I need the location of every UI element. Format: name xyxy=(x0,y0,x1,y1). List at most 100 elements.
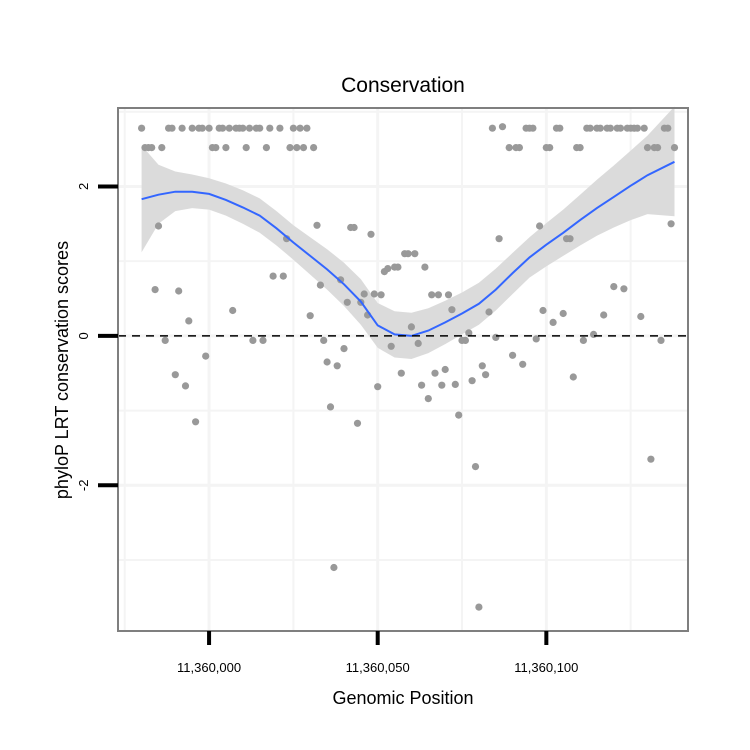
data-point xyxy=(529,124,537,132)
data-point xyxy=(475,603,483,611)
data-point xyxy=(249,336,257,344)
data-point xyxy=(360,290,368,298)
data-point xyxy=(482,371,490,379)
data-point xyxy=(316,281,324,289)
data-point xyxy=(353,419,362,427)
x-tick-label: 11,360,000 xyxy=(177,660,241,675)
data-point xyxy=(330,563,338,572)
data-point xyxy=(320,336,328,344)
data-point xyxy=(448,306,456,314)
data-point xyxy=(198,124,206,132)
data-point xyxy=(519,360,527,368)
data-point xyxy=(293,144,301,152)
data-point xyxy=(556,124,564,132)
data-point xyxy=(471,463,480,471)
data-point xyxy=(428,291,436,299)
data-point xyxy=(431,369,439,377)
data-point xyxy=(333,362,341,370)
data-point xyxy=(616,124,625,132)
data-point xyxy=(239,124,247,132)
data-point xyxy=(205,124,213,132)
data-point xyxy=(643,144,652,152)
data-point xyxy=(637,312,645,321)
data-point xyxy=(303,124,311,132)
data-point xyxy=(421,263,429,271)
data-point xyxy=(418,381,426,389)
data-point xyxy=(670,144,679,152)
data-point xyxy=(495,235,503,243)
confidence-band-area xyxy=(141,106,675,359)
data-point xyxy=(310,144,318,152)
data-point xyxy=(171,371,179,379)
data-point xyxy=(266,124,274,132)
data-point xyxy=(394,263,402,271)
x-axis-label: Genomic Position xyxy=(332,688,473,708)
data-point xyxy=(178,124,186,132)
data-point xyxy=(600,311,608,319)
data-point xyxy=(276,124,284,132)
data-point xyxy=(168,124,176,132)
x-axis: 11,360,000 11,360,050 11,360,100 xyxy=(177,631,578,675)
data-point xyxy=(434,291,442,299)
data-point xyxy=(640,124,648,132)
data-point xyxy=(222,144,230,152)
data-point xyxy=(377,291,385,299)
data-point xyxy=(492,333,500,341)
data-point xyxy=(350,223,358,232)
chart-title: Conservation xyxy=(341,74,465,97)
data-point xyxy=(508,351,517,359)
data-point xyxy=(654,144,662,152)
data-point xyxy=(505,144,513,152)
data-point xyxy=(414,339,422,347)
data-point xyxy=(461,336,469,344)
data-point xyxy=(289,124,297,132)
data-point xyxy=(192,418,200,426)
data-point xyxy=(138,124,146,132)
data-point xyxy=(438,381,446,389)
x-tick-label: 11,360,100 xyxy=(514,660,578,675)
data-point xyxy=(343,298,351,306)
data-point xyxy=(596,124,604,132)
data-point xyxy=(539,306,547,315)
y-tick-label: 0 xyxy=(76,332,91,339)
data-point xyxy=(549,318,557,326)
data-point xyxy=(664,124,672,132)
data-point xyxy=(323,358,331,366)
data-point xyxy=(202,352,210,360)
data-point xyxy=(532,335,540,343)
data-point xyxy=(559,309,567,318)
data-point xyxy=(283,235,291,243)
data-point xyxy=(374,383,382,391)
data-point xyxy=(441,365,449,374)
data-point xyxy=(340,345,348,353)
data-point xyxy=(633,124,642,132)
panel-border xyxy=(117,107,689,632)
data-point xyxy=(667,220,675,228)
data-point xyxy=(161,336,169,344)
data-point xyxy=(424,395,432,403)
data-point xyxy=(181,382,190,390)
data-point xyxy=(370,290,378,298)
data-point xyxy=(451,380,459,388)
data-point xyxy=(407,323,415,331)
data-point xyxy=(154,222,163,230)
data-point xyxy=(576,144,584,152)
data-point xyxy=(326,403,335,411)
data-points xyxy=(138,123,679,611)
data-point xyxy=(262,144,270,152)
data-point xyxy=(259,336,267,344)
data-point xyxy=(245,124,254,132)
data-point xyxy=(367,230,375,238)
data-point xyxy=(225,124,233,132)
data-point xyxy=(488,124,496,132)
y-tick-label: 2 xyxy=(76,183,91,190)
data-point xyxy=(620,285,628,293)
y-axis: 2 0 -2 xyxy=(76,183,118,491)
data-point xyxy=(279,272,287,280)
data-point xyxy=(229,306,237,315)
data-point xyxy=(404,250,412,258)
data-point xyxy=(411,250,419,258)
data-point xyxy=(478,362,486,370)
data-point xyxy=(586,124,594,132)
